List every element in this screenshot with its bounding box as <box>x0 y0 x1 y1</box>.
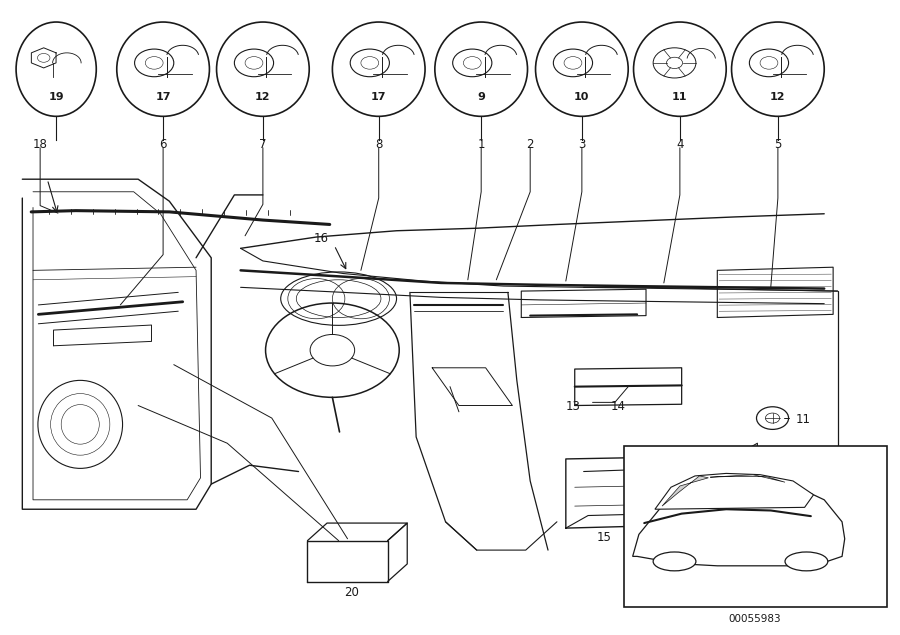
Text: 13: 13 <box>566 400 581 413</box>
Text: 12: 12 <box>770 91 786 102</box>
Ellipse shape <box>217 22 310 116</box>
Text: 9: 9 <box>477 91 485 102</box>
Text: 7: 7 <box>259 138 266 151</box>
FancyBboxPatch shape <box>624 446 886 606</box>
Text: 11: 11 <box>672 91 688 102</box>
Ellipse shape <box>117 22 210 116</box>
Text: 5: 5 <box>774 138 781 151</box>
Text: 10: 10 <box>574 91 590 102</box>
Text: 1: 1 <box>477 138 485 151</box>
Ellipse shape <box>634 22 726 116</box>
Ellipse shape <box>653 552 696 571</box>
Text: 8: 8 <box>375 138 382 151</box>
Text: 3: 3 <box>578 138 586 151</box>
Polygon shape <box>662 476 708 506</box>
Text: 11: 11 <box>796 413 811 426</box>
Text: 16: 16 <box>313 232 328 245</box>
Text: 14: 14 <box>610 400 626 413</box>
Ellipse shape <box>332 22 425 116</box>
Polygon shape <box>710 474 785 482</box>
Ellipse shape <box>536 22 628 116</box>
Text: 2: 2 <box>526 138 534 151</box>
Polygon shape <box>655 474 814 509</box>
Text: 4: 4 <box>676 138 684 151</box>
Polygon shape <box>633 479 845 566</box>
Text: 15: 15 <box>597 531 612 544</box>
Text: 18: 18 <box>32 138 48 151</box>
Ellipse shape <box>16 22 96 116</box>
Text: 19: 19 <box>49 91 64 102</box>
Ellipse shape <box>732 22 824 116</box>
Text: 17: 17 <box>156 91 171 102</box>
Text: 00055983: 00055983 <box>729 614 781 624</box>
Text: 17: 17 <box>371 91 386 102</box>
Ellipse shape <box>435 22 527 116</box>
Text: 20: 20 <box>345 586 359 599</box>
Text: 6: 6 <box>159 138 166 151</box>
Ellipse shape <box>785 552 828 571</box>
Text: 12: 12 <box>255 91 271 102</box>
